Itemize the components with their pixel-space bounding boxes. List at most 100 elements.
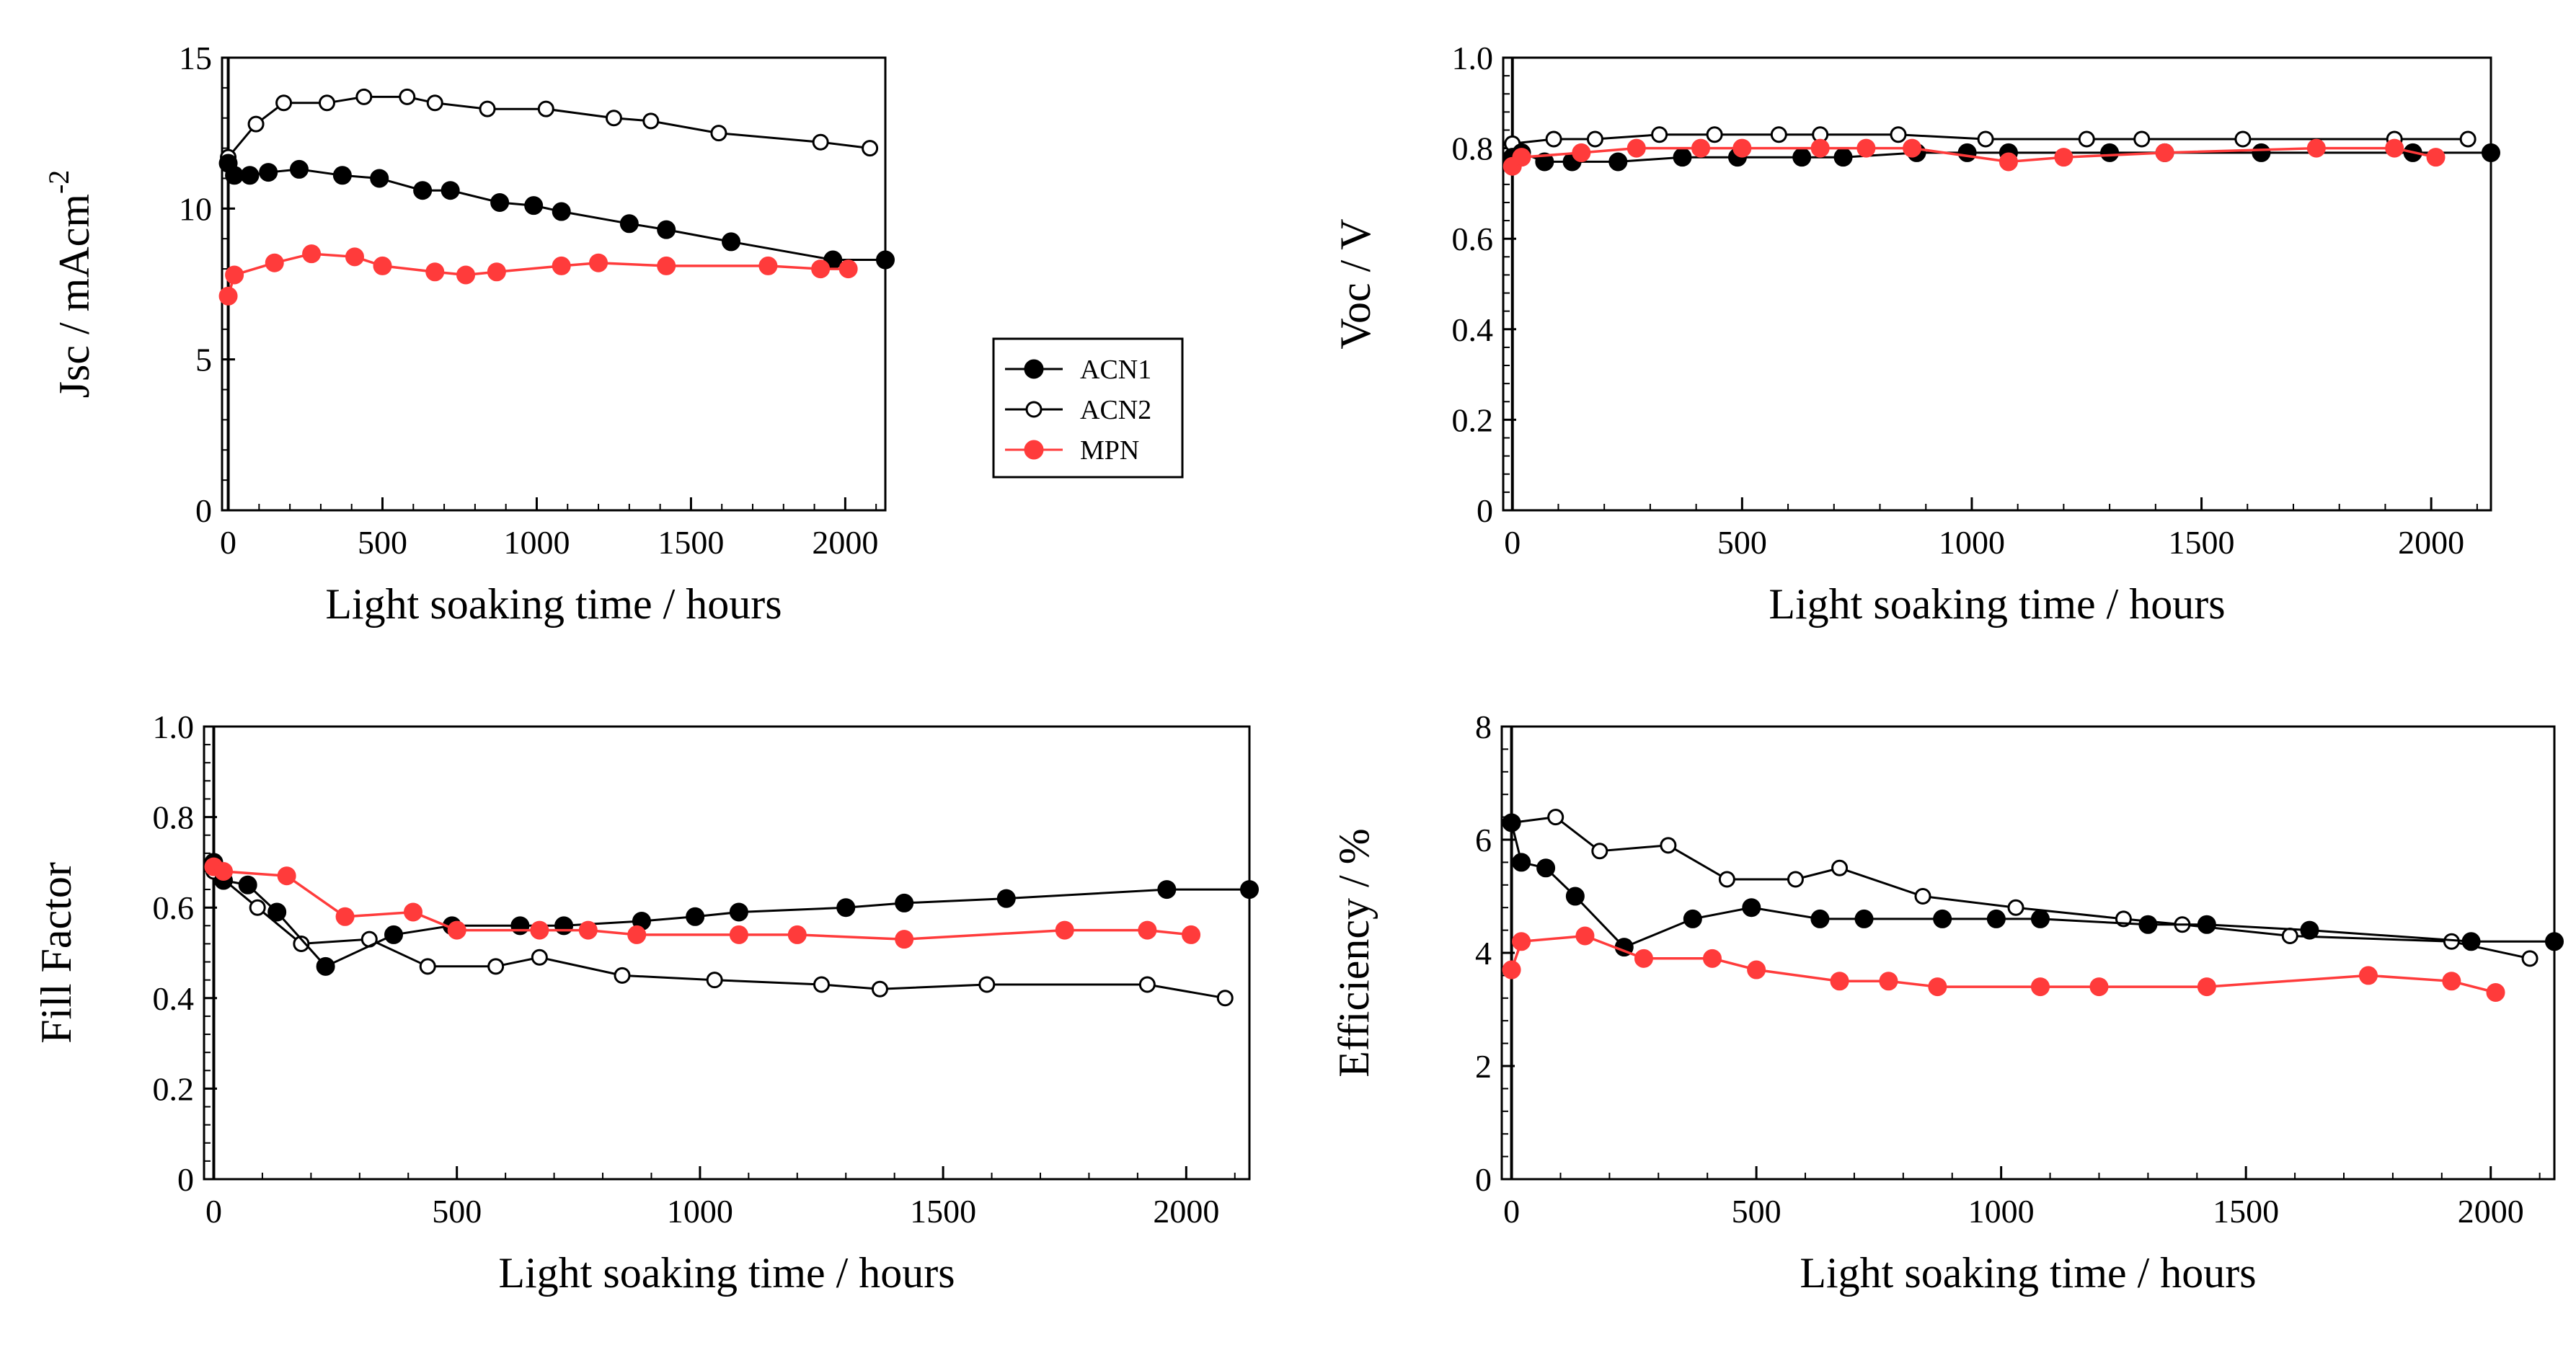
data-point-ACN1 [657, 220, 676, 239]
data-point-MPN [657, 256, 676, 275]
data-point-MPN [530, 920, 549, 940]
data-point-ACN1 [2300, 920, 2319, 940]
x-tick-label: 2000 [2458, 1193, 2524, 1230]
data-point-MPN [1055, 920, 1074, 940]
data-point-ACN1 [1810, 909, 1830, 928]
data-point-ACN1 [370, 169, 389, 188]
data-point-MPN [895, 930, 914, 949]
data-point-ACN1 [1512, 853, 1531, 872]
data-point-ACN2 [531, 949, 548, 966]
legend-label: ACN1 [1080, 355, 1151, 385]
x-tick-label: 1500 [910, 1193, 976, 1230]
data-point-ACN2 [318, 94, 335, 112]
data-point-ACN2 [871, 980, 888, 998]
data-point-ACN2 [1706, 126, 1723, 143]
data-point-MPN [2306, 138, 2326, 158]
plot-frame [203, 725, 1251, 1181]
y-tick-label: 10 [179, 190, 212, 227]
data-point-ACN1 [238, 875, 257, 894]
data-point-MPN [2358, 966, 2378, 985]
data-point-MPN [787, 925, 807, 944]
data-point-ACN1 [1502, 813, 1521, 832]
data-point-MPN [1928, 977, 1947, 997]
data-point-ACN2 [1718, 871, 1735, 888]
data-point-MPN [1903, 138, 1922, 158]
x-tick-label: 500 [358, 524, 407, 561]
data-point-ACN1 [240, 166, 260, 185]
panel-ff: 0 0.2 0.4 0.6 0.8 1.0 0 500 1000 1500 2000 Light so… [32, 709, 1259, 1297]
panel-voc: 0 0.2 0.4 0.6 0.8 1.0 0 500 1000 1500 2000 Light so… [1332, 40, 2500, 628]
data-point-ACN1 [1933, 909, 1952, 928]
data-point-ACN2 [2133, 130, 2151, 148]
legend-box [992, 337, 1184, 479]
data-point-ACN2 [247, 115, 265, 133]
legend: ACN1 ACN2 MPN [992, 337, 1184, 479]
y-axis-label: Voc / V [1332, 218, 1379, 349]
data-point-ACN1 [836, 898, 856, 918]
y-tick-label: 0.8 [1452, 130, 1494, 167]
x-tick-label: 2000 [2398, 524, 2464, 561]
data-point-MPN [729, 925, 748, 944]
data-point-ACN2 [1651, 126, 1668, 143]
data-point-MPN [1512, 932, 1531, 951]
data-point-ACN2 [2281, 927, 2298, 944]
data-point-MPN [1703, 949, 1722, 968]
data-point-ACN2 [813, 976, 831, 993]
y-axis-label-superscript: -2 [43, 170, 75, 194]
x-tick-label: 1000 [1968, 1193, 2035, 1230]
y-tick-label: 0.2 [1452, 401, 1494, 438]
data-point-ACN2 [1770, 126, 1787, 143]
data-point-ACN1 [722, 232, 741, 252]
data-point-MPN [578, 920, 598, 940]
data-point-ACN1 [1608, 152, 1628, 172]
y-tick-label: 0.6 [1452, 221, 1494, 257]
x-tick-label: 2000 [1153, 1193, 1219, 1230]
data-point-MPN [447, 920, 466, 940]
data-point-ACN2 [2007, 899, 2024, 916]
data-point-ACN1 [729, 902, 748, 922]
y-axis-label: Efficiency / % [1330, 828, 1378, 1077]
legend-marker [1024, 359, 1044, 379]
data-point-ACN2 [426, 94, 443, 112]
data-point-MPN [2426, 148, 2446, 167]
y-tick-label: 2 [1475, 1048, 1492, 1085]
data-point-MPN [811, 259, 831, 279]
y-tick-label: 0.4 [153, 980, 195, 1017]
data-point-ACN1 [2030, 909, 2050, 928]
series-line-MPN [226, 252, 849, 297]
data-point-MPN [2442, 972, 2461, 991]
data-point-ACN2 [1977, 130, 1994, 148]
legend-label: ACN2 [1080, 395, 1151, 425]
data-point-MPN [1810, 138, 1830, 158]
data-point-MPN [1512, 148, 1531, 167]
data-point-ACN1 [1536, 858, 1556, 878]
data-point-ACN2 [293, 935, 310, 952]
data-point-ACN1 [619, 214, 639, 234]
data-point-MPN [302, 244, 322, 264]
x-tick-label: 0 [220, 524, 236, 561]
data-point-MPN [456, 265, 476, 285]
y-tick-label: 0.6 [153, 889, 195, 926]
x-axis-label: Light soaking time / hours [1769, 580, 2225, 628]
data-point-MPN [1634, 949, 1653, 968]
x-tick-label: 500 [1717, 524, 1767, 561]
data-point-MPN [425, 262, 445, 282]
data-point-MPN [2486, 982, 2505, 1002]
data-point-ACN1 [1792, 148, 1812, 167]
data-point-ACN2 [1787, 871, 1804, 888]
x-tick-label: 2000 [812, 524, 878, 561]
data-point-ACN1 [2461, 932, 2481, 951]
y-axis-label: Fill Factor [32, 862, 80, 1044]
y-tick-label: 4 [1475, 935, 1492, 972]
data-point-MPN [1732, 138, 1752, 158]
legend-label: MPN [1080, 435, 1139, 466]
legend-marker [1024, 440, 1044, 460]
x-axis-label: Light soaking time / hours [498, 1249, 955, 1297]
data-point-ACN2 [399, 88, 416, 105]
y-tick-label: 0 [1475, 1161, 1492, 1198]
data-point-ACN2 [642, 112, 660, 130]
data-point-MPN [373, 256, 392, 275]
data-point-ACN2 [1216, 990, 1234, 1007]
data-point-ACN2 [537, 100, 554, 117]
data-point-ACN1 [552, 202, 571, 221]
